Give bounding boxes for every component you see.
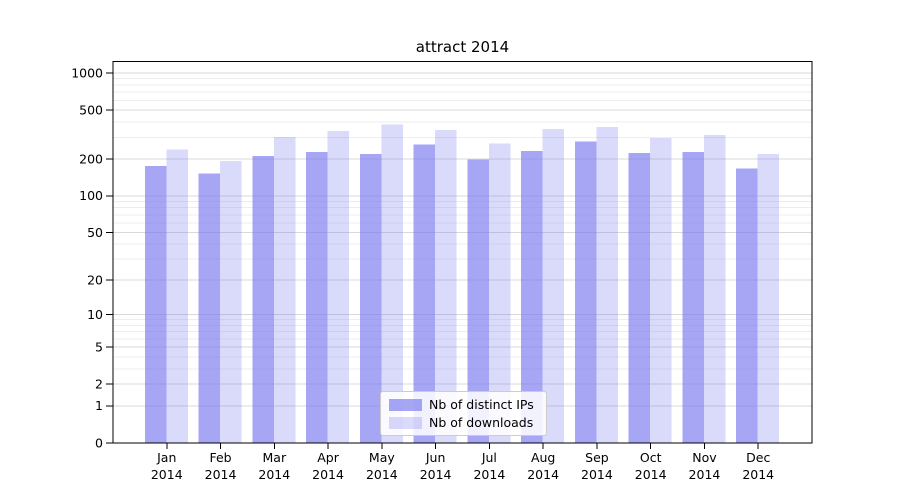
bar-distinct-ips-oct: [628, 152, 651, 444]
bar-distinct-ips-nov: [682, 152, 704, 444]
y-tick-label: 1: [95, 398, 103, 413]
bar-downloads-mar: [273, 137, 296, 443]
bar-downloads-aug: [542, 129, 565, 443]
axes-frame: [112, 61, 813, 444]
legend-entry-distinct-ips: Nb of distinct IPs: [389, 397, 538, 412]
x-tick-label-year: 2014: [581, 467, 613, 482]
x-tick-label-month: Jul: [481, 450, 497, 465]
x-tick-label-month: Jan: [156, 450, 176, 465]
legend: Nb of distinct IPs Nb of downloads: [380, 391, 547, 436]
bar-downloads-may: [381, 124, 403, 443]
x-tick-label-year: 2014: [366, 467, 398, 482]
chart-title: attract 2014: [415, 38, 510, 56]
x-tick-label-month: Dec: [746, 450, 770, 465]
y-tick-label: 10: [87, 307, 103, 322]
x-tick-label-year: 2014: [258, 467, 290, 482]
bar-distinct-ips-feb: [198, 173, 221, 443]
legend-label-distinct-ips: Nb of distinct IPs: [429, 397, 534, 412]
x-tick-label-year: 2014: [420, 467, 452, 482]
x-tick-label-year: 2014: [473, 467, 505, 482]
y-tick-label: 50: [87, 225, 103, 240]
y-tick-label: 20: [87, 272, 103, 287]
y-tick-label: 200: [79, 151, 103, 166]
bar-downloads-feb: [220, 160, 242, 443]
bar-distinct-ips-jun: [413, 144, 436, 444]
y-tick-label: 5: [95, 339, 103, 354]
x-tick-label-year: 2014: [689, 467, 721, 482]
legend-label-downloads: Nb of downloads: [429, 415, 534, 430]
bar-distinct-ips-mar: [252, 155, 274, 443]
bar-downloads-jun: [435, 129, 457, 443]
x-tick-label-month: Aug: [531, 450, 555, 465]
x-tick-label-year: 2014: [151, 467, 183, 482]
x-tick-label-year: 2014: [635, 467, 667, 482]
bar-downloads-dec: [757, 153, 780, 443]
x-tick-label-year: 2014: [742, 467, 774, 482]
bar-distinct-ips-aug: [521, 150, 543, 443]
x-tick-label-month: Sep: [585, 450, 609, 465]
x-tick-label-year: 2014: [527, 467, 559, 482]
x-tick-label-year: 2014: [205, 467, 237, 482]
legend-swatch-distinct-ips-icon: [389, 398, 422, 411]
bar-distinct-ips-may: [359, 153, 382, 443]
y-tick-label: 2: [95, 376, 103, 391]
bar-distinct-ips-jul: [467, 159, 489, 443]
bar-downloads-oct: [650, 137, 672, 443]
x-tick-label-month: Apr: [317, 450, 339, 465]
y-tick-label: 500: [79, 102, 103, 117]
bar-downloads-nov: [703, 134, 726, 444]
bar-downloads-apr: [327, 130, 350, 443]
x-tick-label-month: Oct: [640, 450, 662, 465]
legend-entry-downloads: Nb of downloads: [389, 415, 538, 430]
bar-distinct-ips-apr: [306, 152, 328, 444]
x-tick-label-month: Jun: [425, 450, 446, 465]
bar-distinct-ips-dec: [736, 168, 758, 443]
y-tick-label: 0: [95, 435, 103, 450]
bar-downloads-jul: [488, 143, 511, 443]
x-tick-label-year: 2014: [312, 467, 344, 482]
bar-downloads-jan: [166, 149, 188, 443]
y-tick-label: 1000: [71, 65, 103, 80]
x-tick-label-month: Mar: [263, 450, 287, 465]
bar-distinct-ips-jan: [144, 165, 167, 443]
x-tick-label-month: Nov: [692, 450, 717, 465]
x-tick-label-month: May: [369, 450, 395, 465]
bar-downloads-sep: [596, 126, 618, 444]
bar-distinct-ips-sep: [574, 141, 597, 443]
x-tick-label-month: Feb: [209, 450, 231, 465]
legend-swatch-downloads-icon: [389, 416, 422, 429]
y-tick-label: 100: [79, 188, 103, 203]
